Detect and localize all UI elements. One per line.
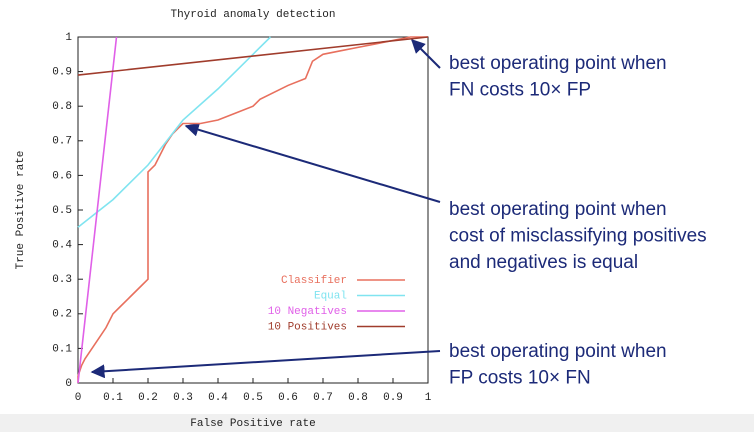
x-axis-label: False Positive rate <box>190 418 315 430</box>
y-tick-label: 0.9 <box>52 67 72 79</box>
legend-label: 10 Positives <box>268 321 347 333</box>
legend-label: Classifier <box>281 275 347 287</box>
footer-strip <box>0 414 754 432</box>
y-tick-label: 0.4 <box>52 240 72 252</box>
y-tick-label: 1 <box>65 32 72 44</box>
x-tick-label: 0.2 <box>138 392 158 404</box>
series-line <box>77 36 428 383</box>
x-tick-label: 0.9 <box>383 392 403 404</box>
y-tick-label: 0 <box>65 378 72 390</box>
legend-label: Equal <box>314 290 347 302</box>
annotation: FP costs 10× FN <box>449 368 591 389</box>
legend-label: 10 Negatives <box>268 306 347 318</box>
y-tick-label: 0.5 <box>52 205 72 217</box>
annotation: best operating point when <box>449 53 667 74</box>
x-tick-label: 0.1 <box>103 392 123 404</box>
annotation: FN costs 10× FP <box>449 80 591 101</box>
series-line <box>77 36 118 384</box>
y-tick-label: 0.8 <box>52 101 72 113</box>
series-line <box>77 36 429 76</box>
y-axis-label: True Positive rate <box>15 151 27 270</box>
y-tick-label: 0.7 <box>52 136 72 148</box>
y-tick-label: 0.6 <box>52 170 72 182</box>
x-tick-label: 0 <box>75 392 82 404</box>
chart-title: Thyroid anomaly detection <box>170 9 335 21</box>
arrow <box>90 350 441 379</box>
arrow <box>411 39 441 69</box>
x-tick-label: 0.5 <box>243 392 263 404</box>
arrow <box>184 122 441 203</box>
annotation: best operating point when <box>449 341 667 362</box>
x-tick-label: 0.3 <box>173 392 193 404</box>
annotation: cost of misclassifying positives <box>449 226 707 247</box>
x-tick-label: 0.6 <box>278 392 298 404</box>
annotation: best operating point when <box>449 199 667 220</box>
x-tick-label: 0.8 <box>348 392 368 404</box>
series-line <box>77 36 272 228</box>
y-tick-label: 0.2 <box>52 309 72 321</box>
x-tick-label: 1 <box>425 392 432 404</box>
plot-frame <box>77 36 429 384</box>
y-tick-label: 0.3 <box>52 274 72 286</box>
x-tick-label: 0.4 <box>208 392 228 404</box>
x-tick-label: 0.7 <box>313 392 333 404</box>
annotation: and negatives is equal <box>449 252 638 273</box>
y-tick-label: 0.1 <box>52 343 72 355</box>
